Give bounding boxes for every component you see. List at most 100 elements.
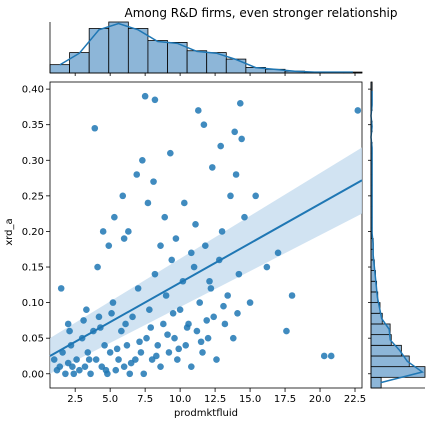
scatter-point [120, 363, 128, 370]
scatter-point [125, 228, 132, 235]
scatter-point [188, 249, 195, 257]
scatter-point [80, 317, 87, 324]
scatter-point [197, 338, 205, 346]
scatter-point [126, 370, 134, 378]
y-tick-label: 0.00 [22, 369, 44, 380]
plot-frame [49, 81, 363, 389]
scatter-point [101, 342, 108, 349]
scatter-point [94, 263, 101, 271]
scatter-point [213, 356, 220, 363]
scatter-point [231, 128, 238, 136]
scatter-point [207, 285, 215, 292]
x-tick-label: 15.0 [239, 394, 261, 405]
scatter-point [188, 363, 195, 370]
scatter-point [203, 317, 210, 324]
right-hist-bar [370, 334, 392, 346]
y-tick-label: 0.20 [22, 227, 44, 238]
scatter-point [229, 334, 237, 342]
regression-line [49, 179, 363, 357]
top-hist-bar [69, 52, 90, 74]
scatter-point [220, 302, 227, 310]
scatter-point [283, 327, 290, 335]
scatter-point [217, 142, 224, 150]
scatter-point [199, 349, 206, 356]
scatter-point [232, 171, 240, 178]
x-tick-label: 22.5 [344, 394, 366, 405]
scatter-point [202, 242, 209, 249]
x-tick-label: 5.0 [102, 394, 118, 405]
scatter-point [141, 92, 149, 100]
scatter-point [151, 270, 159, 278]
scatter-point [320, 352, 328, 360]
scatter-point [87, 370, 94, 378]
scatter-point [81, 363, 89, 370]
scatter-point [76, 366, 83, 374]
y-tick-label: 0.05 [22, 334, 44, 345]
scatter-point [95, 313, 103, 321]
scatter-point [92, 356, 100, 363]
scatter-point [127, 359, 135, 367]
scatter-point [137, 349, 145, 356]
scatter-point [109, 299, 117, 306]
scatter-point [218, 228, 226, 235]
scatter-point [118, 327, 125, 335]
scatter-point [106, 349, 114, 356]
scatter-point [200, 121, 208, 128]
y-axis-label: xrd_a [4, 218, 15, 245]
scatter-point [206, 277, 213, 285]
scatter-point [167, 149, 174, 157]
scatter-point [174, 356, 181, 363]
top-hist-bar [186, 50, 208, 74]
scatter-point [181, 199, 188, 207]
top-hist-bar [167, 42, 188, 74]
scatter-point [224, 292, 231, 299]
x-tick-label: 7.5 [137, 394, 153, 405]
scatter-point [50, 356, 58, 363]
regression-fit-line [49, 179, 363, 357]
confidence-band-area [50, 147, 362, 374]
top-hist-bar [49, 64, 70, 74]
right-kde-curve [370, 90, 425, 384]
x-tick-label: 17.5 [274, 394, 296, 405]
scatter-point [234, 309, 241, 317]
x-axis-label: prodmktfluid [174, 408, 238, 419]
scatter-point [241, 213, 248, 221]
y-axis: 0.00 0.05 0.10 0.15 0.20 0.25 0.30 0.35 0.40 [22, 85, 50, 380]
scatter-point [238, 135, 245, 143]
scatter-point [164, 331, 171, 338]
scatter-point [327, 352, 335, 360]
scatter-point [204, 334, 212, 342]
scatter-point [168, 256, 176, 264]
scatter-point [195, 107, 202, 114]
scatter-point [70, 370, 78, 378]
scatter-point [122, 320, 129, 328]
top-kde-curve [59, 22, 353, 73]
scatter-point [190, 263, 198, 271]
scatter-point [136, 338, 143, 346]
scatter-point [64, 320, 72, 328]
scatter-point [208, 164, 216, 171]
scatter-point [169, 309, 177, 317]
scatter-point [139, 156, 146, 164]
x-tick-label: 10.0 [169, 394, 191, 405]
scatter-point [162, 292, 170, 299]
scatter-point [196, 299, 204, 306]
confidence-band [50, 147, 362, 374]
scatter-point [69, 363, 76, 370]
scatter-point [56, 363, 64, 370]
scatter-point [192, 221, 199, 228]
scatter-point [252, 192, 259, 200]
scatter-point [57, 285, 65, 292]
y-tick-label: 0.40 [22, 85, 44, 96]
scatter-point [161, 213, 169, 221]
scatter-point [84, 349, 92, 356]
scatter-point [144, 199, 152, 207]
scatter-point [193, 327, 201, 335]
x-tick-label: 12.5 [204, 394, 226, 405]
top-hist-bar [88, 28, 110, 74]
top-hist-bar [225, 58, 247, 74]
scatter-point [176, 306, 184, 314]
y-tick-label: 0.25 [22, 191, 44, 202]
y-tick-label: 0.15 [22, 263, 44, 274]
scatter-point [112, 366, 120, 374]
